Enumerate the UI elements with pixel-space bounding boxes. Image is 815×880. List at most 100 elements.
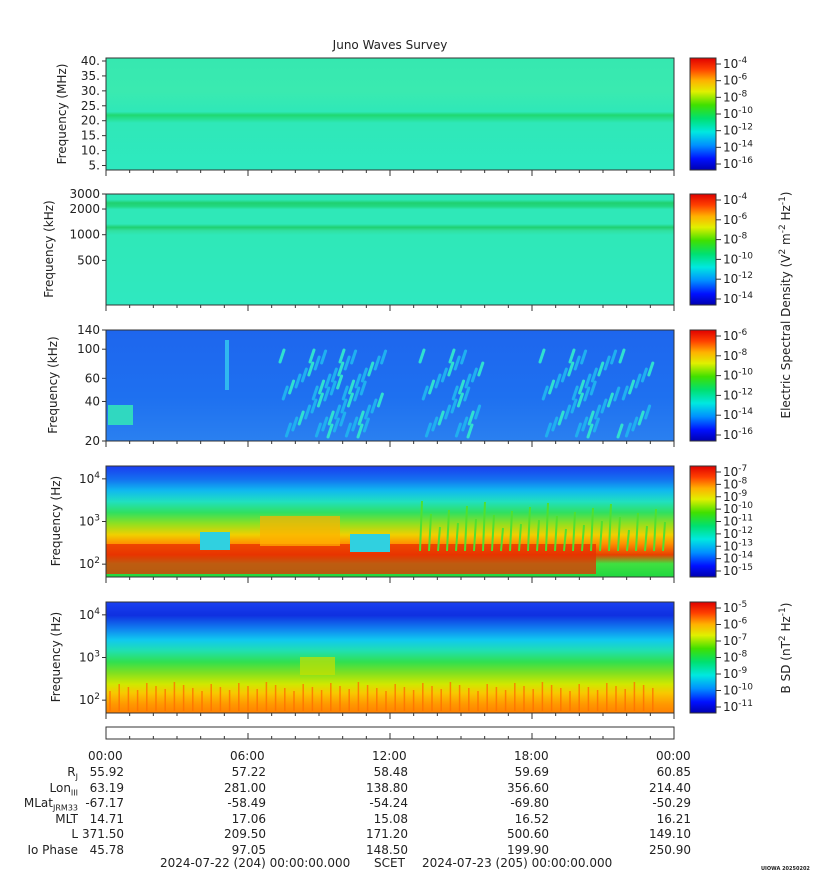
emission-streak	[548, 379, 556, 395]
ephemeris-value: 16.52	[514, 811, 549, 826]
emission-spike	[590, 507, 594, 552]
emission-streak	[586, 423, 594, 439]
ephemeris-value: 281.00	[224, 780, 266, 795]
emission-streak	[362, 417, 370, 433]
emission-spike	[446, 509, 450, 552]
emission-streak	[424, 422, 432, 438]
emission-streak	[434, 373, 442, 389]
emission-streak	[339, 411, 347, 427]
footer-end-time: 2024-07-23 (205) 00:00:00.000	[422, 856, 613, 870]
time-tick-label: 12:00	[372, 749, 407, 763]
ephemeris-value: 214.40	[649, 780, 691, 795]
colorbar-ticks-2: 10-4 10-6 10-8 10-10 10-12 10-14	[716, 192, 753, 306]
colorbar-tick-label: 10-12	[723, 123, 753, 138]
emission-streak	[610, 349, 618, 365]
ephemeris-value: 209.50	[224, 827, 266, 842]
ephemeris-value: 171.20	[366, 827, 408, 842]
colorbar-tick-label: 10-8	[723, 232, 748, 247]
emission-spike	[419, 500, 423, 552]
colorbar-tick-label: 10-12	[723, 526, 753, 541]
emission-streak	[346, 392, 354, 408]
ephemeris-row-label: L	[71, 827, 78, 842]
emission-streak	[461, 416, 469, 432]
emission-spike	[572, 511, 576, 552]
emission-streak	[421, 385, 429, 401]
colorbar-2	[689, 193, 717, 306]
ephemeris-row-label: RJ	[67, 765, 78, 782]
emission-streak	[456, 392, 464, 408]
emission-streak	[318, 379, 326, 395]
emission-streak	[578, 379, 586, 395]
emission-streak	[554, 373, 562, 389]
colorbar-tick-label: 10-11	[723, 514, 753, 529]
emission-spike	[536, 519, 540, 552]
emission-streak	[307, 361, 315, 377]
emission-streak	[343, 355, 351, 371]
ephemeris-value: 138.80	[366, 780, 408, 795]
credit-label: UIOWA 20250202	[761, 866, 810, 872]
colorbar-tick-label: 10-14	[723, 291, 753, 306]
emission-streak	[327, 410, 335, 426]
ephemeris-value: 14.71	[89, 811, 124, 826]
emission-streak	[470, 367, 478, 383]
emission-streak	[451, 385, 459, 401]
emission-spike	[428, 513, 432, 552]
ephemeris-value: 59.69	[514, 765, 549, 779]
emission-streak	[580, 349, 588, 365]
emission-streak	[576, 392, 584, 408]
emission-streak	[574, 422, 582, 438]
ephemeris-value: 500.60	[507, 827, 549, 842]
emission-streak	[564, 404, 572, 420]
ephemeris-value: -69.80	[510, 796, 549, 811]
emission-streak	[288, 379, 296, 395]
emission-streak	[418, 348, 426, 364]
ephemeris-value: 45.78	[89, 843, 124, 857]
time-tick-label: 18:00	[514, 749, 549, 763]
emission-spike	[662, 521, 666, 552]
emission-streak	[568, 348, 576, 364]
emission-streak	[628, 379, 636, 395]
ephemeris-value: 250.90	[649, 843, 691, 857]
colorbar-tick-label: 10-8	[723, 348, 748, 363]
ephemeris-value: 356.60	[507, 780, 549, 795]
time-axis-ticks	[105, 733, 675, 739]
emission-streak	[284, 422, 292, 438]
colorbar-4	[689, 465, 717, 578]
emission-streak	[359, 380, 367, 396]
emission-streak	[467, 410, 475, 426]
colorbar-tick-label: 10-4	[723, 56, 748, 71]
emission-spike	[554, 515, 558, 552]
emission-streak	[326, 423, 334, 439]
emission-patch	[108, 405, 133, 425]
y-tick-label: 25.	[81, 99, 100, 113]
emission-streak	[316, 392, 324, 408]
emission-streak	[448, 348, 456, 364]
footer-start-time: 2024-07-22 (204) 00:00:00.000	[160, 856, 351, 870]
emission-streak	[447, 361, 455, 377]
emission-spike	[653, 508, 657, 552]
ephemeris-value: 63.19	[89, 780, 124, 795]
colorbar-tick-label: 10-5	[723, 600, 747, 615]
emission-streak	[581, 416, 589, 432]
emission-streak	[647, 361, 655, 377]
emission-streak	[294, 373, 302, 389]
colorbar-tick-label: 10-15	[723, 563, 753, 578]
y-axis-label-2: Frequency (kHz)	[42, 200, 56, 297]
emission-streak	[634, 373, 642, 389]
emission-streak	[440, 367, 448, 383]
emission-spike	[437, 526, 441, 552]
y-tick-label: 100	[77, 342, 100, 356]
emission-streak	[367, 361, 375, 377]
emission-streak	[583, 386, 591, 402]
emission-streak	[356, 423, 364, 439]
emission-streak	[330, 367, 338, 383]
emission-streak	[291, 416, 299, 432]
y-tick-label: 500	[77, 253, 100, 267]
emission-spike	[509, 510, 513, 552]
emission-streak	[370, 398, 378, 414]
